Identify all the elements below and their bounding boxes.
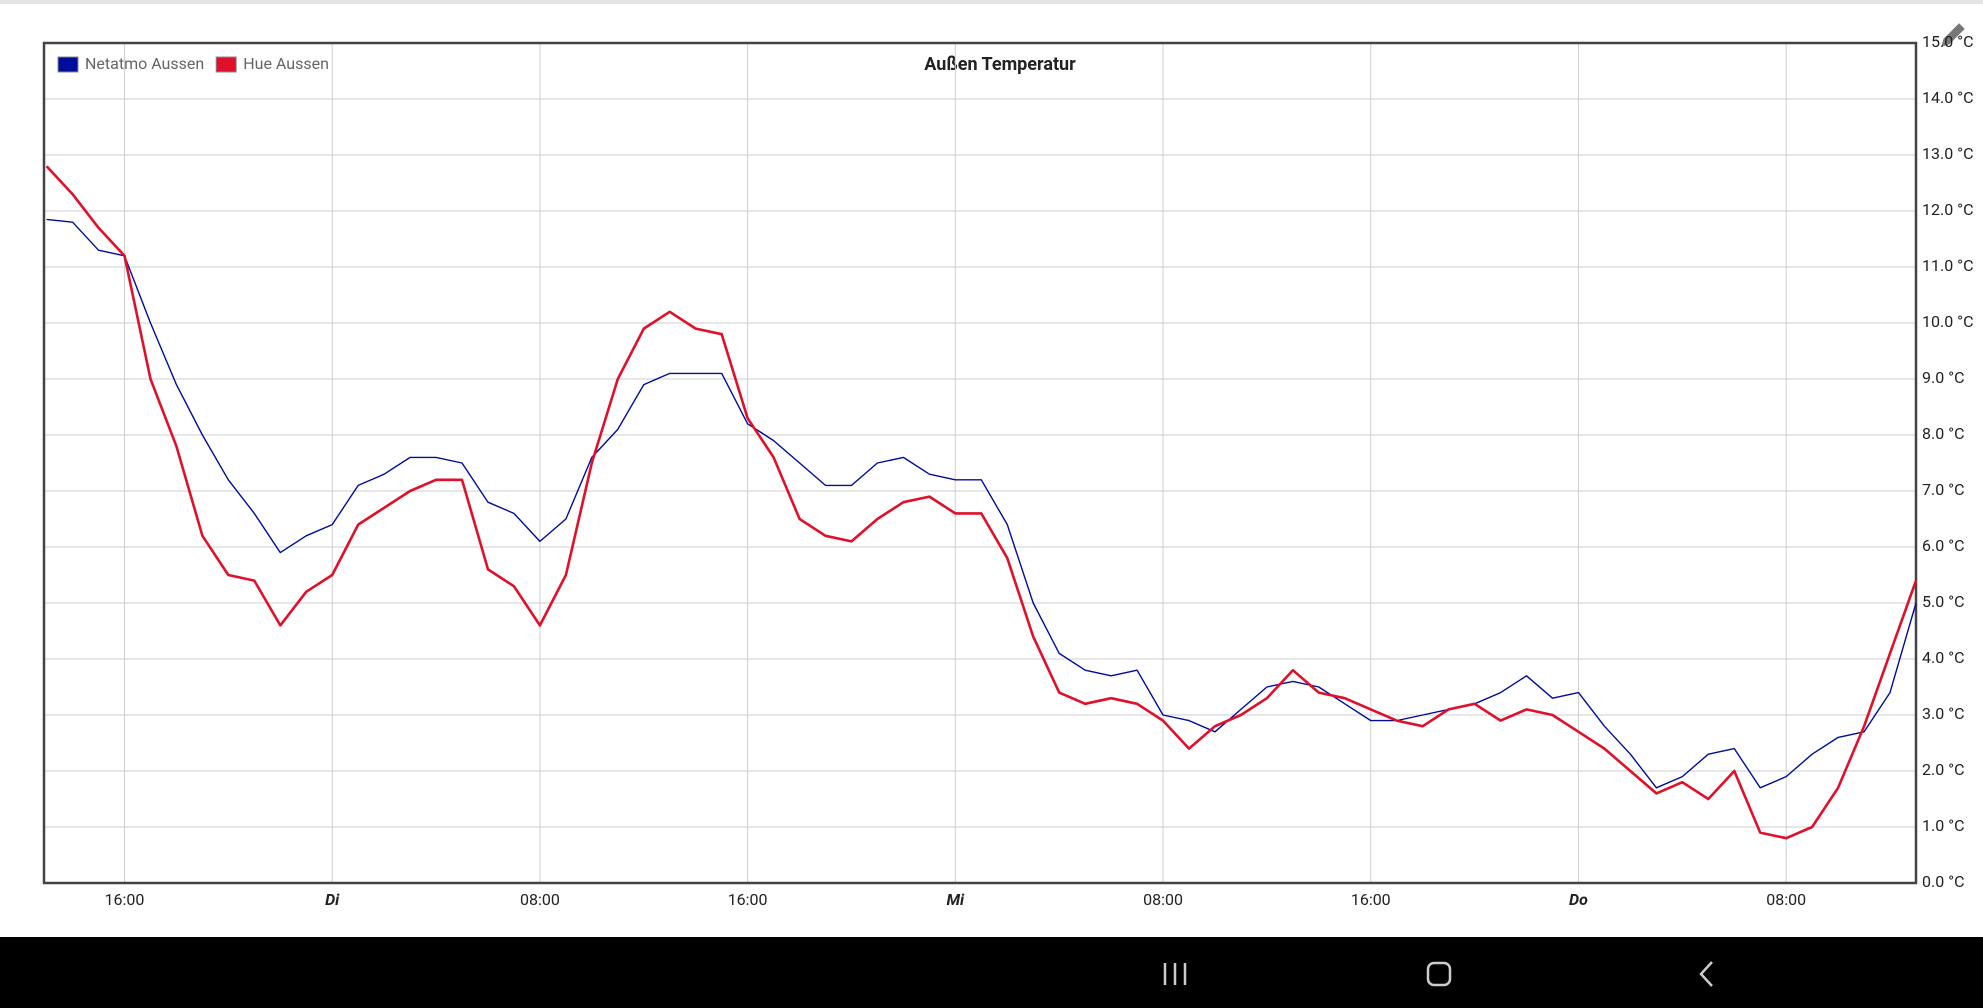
line-series — [46, 218, 1917, 789]
legend-label: Netatmo Aussen — [85, 54, 204, 73]
x-tick-label: 16:00 — [1351, 890, 1391, 909]
y-tick-label: 13.0 °C — [1922, 144, 1974, 163]
y-tick-label: 1.0 °C — [1922, 816, 1965, 835]
pencil-tip — [1941, 38, 1950, 47]
nav-icons — [1163, 961, 1713, 987]
y-tick-label: 9.0 °C — [1922, 368, 1965, 387]
back-button[interactable] — [1699, 961, 1713, 987]
y-tick-label: 3.0 °C — [1922, 704, 1965, 723]
x-tick-label: 08:00 — [1766, 890, 1806, 909]
y-tick-label: 5.0 °C — [1922, 592, 1965, 611]
x-tick-label: 16:00 — [728, 890, 768, 909]
legend-swatch — [215, 56, 237, 73]
y-tick-label: 6.0 °C — [1922, 536, 1965, 555]
y-tick-label: 12.0 °C — [1922, 200, 1974, 219]
recent-apps-button[interactable] — [1163, 963, 1187, 985]
top-edge — [0, 0, 1983, 4]
y-tick-label: 7.0 °C — [1922, 480, 1965, 499]
y-tick-label: 15.0 °C — [1922, 32, 1974, 51]
line-series — [45, 165, 1918, 840]
y-tick-label: 10.0 °C — [1922, 312, 1974, 331]
y-tick-label: 11.0 °C — [1922, 256, 1974, 275]
legend-swatch — [57, 56, 79, 73]
x-tick-label: Di — [325, 890, 340, 909]
plot-frame — [42, 41, 1918, 885]
legend-label: Hue Aussen — [243, 54, 329, 73]
x-tick-label: 16:00 — [105, 890, 145, 909]
y-tick-label: 2.0 °C — [1922, 760, 1965, 779]
nav-bar — [0, 937, 1983, 1008]
pencil — [1943, 23, 1965, 45]
x-tick-label: Mi — [946, 890, 965, 909]
x-tick-label: 08:00 — [1143, 890, 1183, 909]
chart-title: Außen Temperatur — [924, 54, 1076, 75]
y-tick-label: 4.0 °C — [1922, 648, 1965, 667]
x-tick-label: Do — [1569, 890, 1588, 909]
y-tick-label: 8.0 °C — [1922, 424, 1965, 443]
edit-icon[interactable] — [1939, 23, 1965, 49]
y-tick-label: 0.0 °C — [1922, 872, 1965, 891]
home-button[interactable] — [1426, 961, 1452, 987]
y-tick-label: 14.0 °C — [1922, 88, 1974, 107]
x-tick-label: 08:00 — [520, 890, 560, 909]
